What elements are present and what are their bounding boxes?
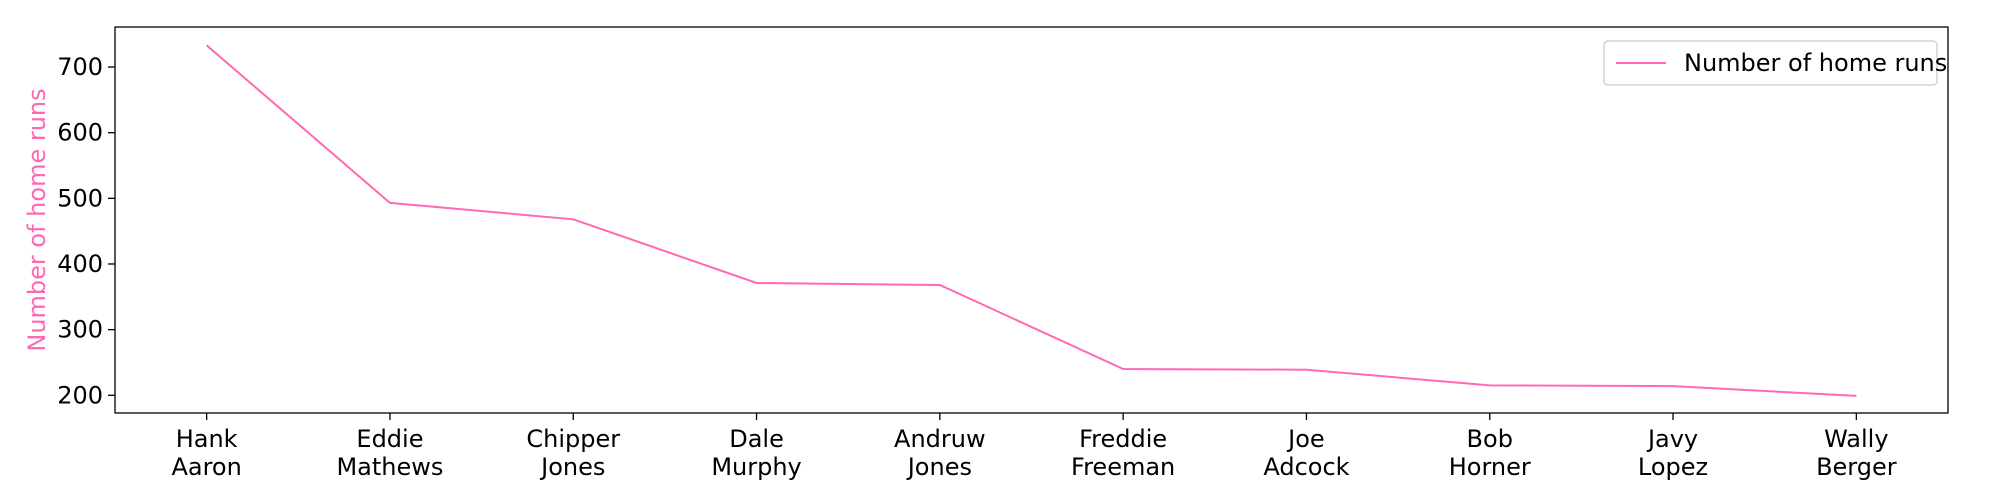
x-tick-label-first-line: Dale xyxy=(729,425,784,453)
series-line xyxy=(206,44,1857,397)
x-tick-label-first-line: Wally xyxy=(1824,425,1888,453)
x-tick-label-second-line: Jones xyxy=(906,453,972,481)
x-tick-label: Bob Horner xyxy=(1449,425,1531,481)
x-tick-label: Freddie Freeman xyxy=(1071,425,1175,481)
x-tick-label-second-line: Jones xyxy=(539,453,605,481)
plot-area xyxy=(114,26,1949,414)
x-tick-label-first-line: Freddie xyxy=(1079,425,1167,453)
x-tick-label-second-line: Adcock xyxy=(1263,453,1349,481)
x-tick-label-first-line: Eddie xyxy=(356,425,423,453)
y-tick-label: 700 xyxy=(57,53,103,81)
x-tick-label: Joe Adcock xyxy=(1263,425,1349,481)
x-tick-label-first-line: Hank xyxy=(176,425,238,453)
y-axis-label: Number of home runs xyxy=(23,88,51,351)
x-tick-label: Eddie Mathews xyxy=(336,425,443,481)
legend: Number of home runs xyxy=(1603,40,1947,86)
y-axis: 200 300 400 500 600 700 xyxy=(57,53,115,409)
y-tick-label: 600 xyxy=(57,119,103,147)
x-tick-label: Chipper Jones xyxy=(526,425,620,481)
x-tick-label-first-line: Bob xyxy=(1467,425,1513,453)
x-tick-label: Wally Berger xyxy=(1816,425,1897,481)
y-tick-label: 300 xyxy=(57,316,103,344)
x-tick-label-first-line: Javy xyxy=(1646,425,1698,453)
y-tick-label: 200 xyxy=(57,381,103,409)
x-tick-label-second-line: Mathews xyxy=(336,453,443,481)
x-tick-label-second-line: Berger xyxy=(1816,453,1897,481)
x-tick-label-second-line: Murphy xyxy=(711,453,801,481)
x-tick-label-first-line: Andruw xyxy=(894,425,986,453)
x-tick-label: Andruw Jones xyxy=(894,425,986,481)
legend-label: Number of home runs xyxy=(1684,49,1947,77)
x-tick-label-first-line: Chipper xyxy=(526,425,620,453)
x-tick-label: Javy Lopez xyxy=(1638,425,1708,481)
y-tick-label: 400 xyxy=(57,250,103,278)
x-tick-label-second-line: Aaron xyxy=(171,453,241,481)
x-tick-label-second-line: Lopez xyxy=(1638,453,1708,481)
x-tick-label-first-line: Joe xyxy=(1286,425,1325,453)
legend-box xyxy=(1603,40,1938,86)
x-tick-label-second-line: Freeman xyxy=(1071,453,1175,481)
y-tick-label: 500 xyxy=(57,184,103,212)
x-tick-label-second-line: Horner xyxy=(1449,453,1531,481)
x-tick-label: Dale Murphy xyxy=(711,425,801,481)
x-tick-label: Hank Aaron xyxy=(171,425,241,481)
